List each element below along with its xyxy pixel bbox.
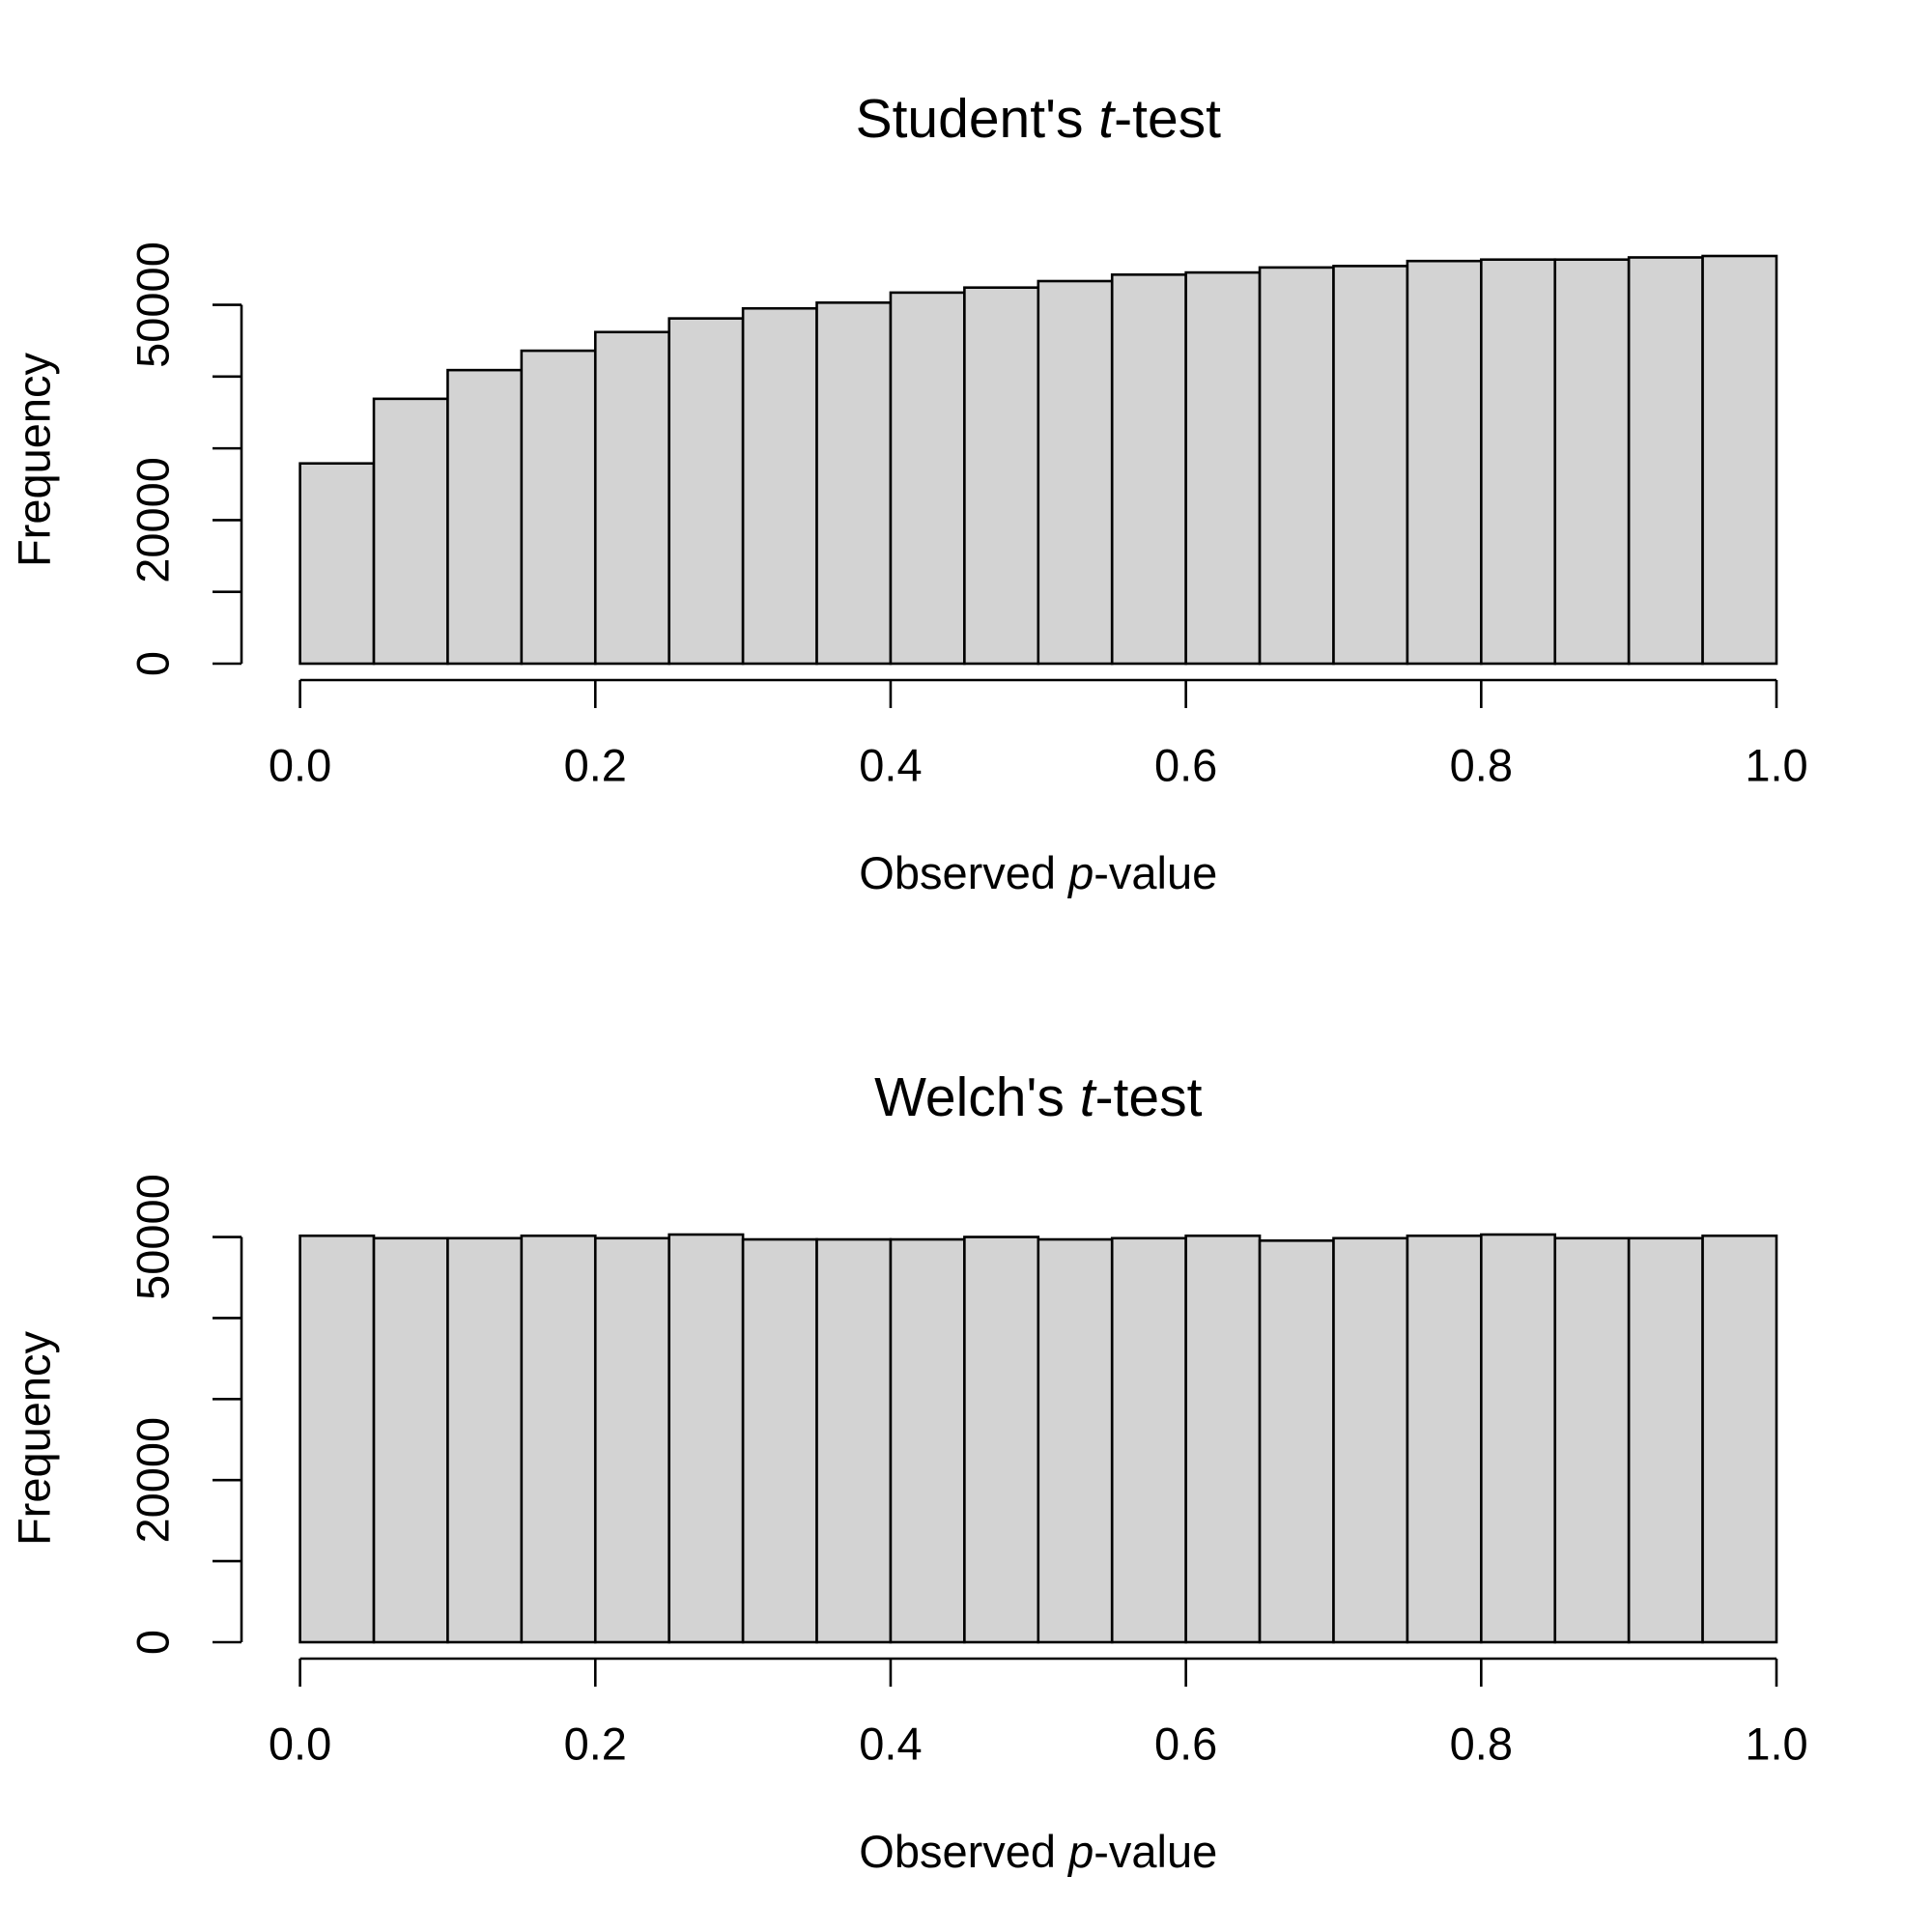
bar bbox=[1553, 1236, 1631, 1644]
x-axis-label: Observed p-value bbox=[859, 847, 1217, 898]
chart-title-part: t bbox=[1080, 1066, 1097, 1128]
x-axis-label-part: Observed bbox=[859, 847, 1068, 898]
bar bbox=[1627, 256, 1704, 666]
x-tick-label: 0.0 bbox=[269, 739, 331, 790]
bar bbox=[963, 1236, 1040, 1644]
bar bbox=[520, 1234, 597, 1644]
bar bbox=[372, 397, 449, 666]
x-axis-label-part: -value bbox=[1094, 1826, 1217, 1877]
x-axis-label-part: p bbox=[1066, 1826, 1094, 1877]
bar bbox=[520, 349, 597, 666]
bar bbox=[593, 1236, 671, 1644]
chart-title-part: t bbox=[1098, 88, 1116, 150]
bar bbox=[741, 1237, 818, 1644]
y-tick-label: 20000 bbox=[127, 1417, 178, 1544]
bar bbox=[1184, 270, 1262, 666]
bar bbox=[668, 317, 745, 666]
x-tick-label: 0.2 bbox=[564, 1718, 627, 1769]
x-tick-label: 1.0 bbox=[1745, 739, 1807, 790]
bar bbox=[1406, 259, 1483, 666]
bar bbox=[1553, 258, 1631, 666]
x-axis-label-part: p bbox=[1066, 847, 1094, 898]
x-tick-label: 0.8 bbox=[1450, 739, 1513, 790]
bar bbox=[1037, 279, 1114, 666]
y-axis-label: Frequency bbox=[8, 352, 59, 567]
x-tick-label: 0.4 bbox=[859, 739, 922, 790]
bar bbox=[298, 462, 376, 666]
x-tick-label: 0.0 bbox=[269, 1718, 331, 1769]
x-axis-label-part: Observed bbox=[859, 1826, 1068, 1877]
y-tick-label: 50000 bbox=[127, 242, 178, 368]
x-tick-label: 0.4 bbox=[859, 1718, 922, 1769]
bar bbox=[372, 1236, 449, 1644]
bar bbox=[1110, 273, 1187, 666]
bar bbox=[963, 286, 1040, 666]
bar bbox=[1184, 1234, 1262, 1644]
bar bbox=[593, 330, 671, 666]
x-tick-label: 0.2 bbox=[564, 739, 627, 790]
x-tick-label: 1.0 bbox=[1745, 1718, 1807, 1769]
bar bbox=[668, 1233, 745, 1644]
bar bbox=[1332, 265, 1409, 666]
bar bbox=[1480, 1233, 1557, 1644]
y-axis-label: Frequency bbox=[8, 1330, 59, 1546]
y-tick-label: 50000 bbox=[127, 1174, 178, 1300]
x-tick-label: 0.6 bbox=[1154, 1718, 1217, 1769]
bar bbox=[1701, 254, 1778, 666]
bar bbox=[815, 300, 893, 666]
x-axis-label: Observed p-value bbox=[859, 1826, 1217, 1877]
y-tick-label: 0 bbox=[127, 651, 178, 676]
chart-title: Student's t-test bbox=[856, 88, 1222, 150]
chart-title-part: -test bbox=[1114, 88, 1221, 150]
bar bbox=[1627, 1236, 1704, 1644]
bar bbox=[889, 291, 966, 666]
bar bbox=[1037, 1237, 1114, 1644]
bar bbox=[1110, 1236, 1187, 1644]
bar bbox=[298, 1234, 376, 1644]
bar bbox=[1332, 1236, 1409, 1644]
x-tick-label: 0.8 bbox=[1450, 1718, 1513, 1769]
chart-title: Welch's t-test bbox=[874, 1066, 1202, 1128]
bar bbox=[741, 306, 818, 666]
y-tick-label: 0 bbox=[127, 1630, 178, 1655]
y-tick-label: 20000 bbox=[127, 457, 178, 583]
chart-title-part: Student's bbox=[856, 88, 1099, 150]
bar bbox=[1701, 1234, 1778, 1644]
bar bbox=[1258, 266, 1335, 666]
bar bbox=[1406, 1234, 1483, 1644]
chart-title-part: Welch's bbox=[874, 1066, 1080, 1128]
x-tick-label: 0.6 bbox=[1154, 739, 1217, 790]
chart-title-part: -test bbox=[1095, 1066, 1203, 1128]
bar bbox=[446, 368, 524, 666]
bar bbox=[446, 1236, 524, 1644]
bar bbox=[1258, 1238, 1335, 1644]
bar bbox=[815, 1237, 893, 1644]
bar bbox=[889, 1237, 966, 1644]
x-axis-label-part: -value bbox=[1094, 847, 1217, 898]
bar bbox=[1480, 258, 1557, 666]
